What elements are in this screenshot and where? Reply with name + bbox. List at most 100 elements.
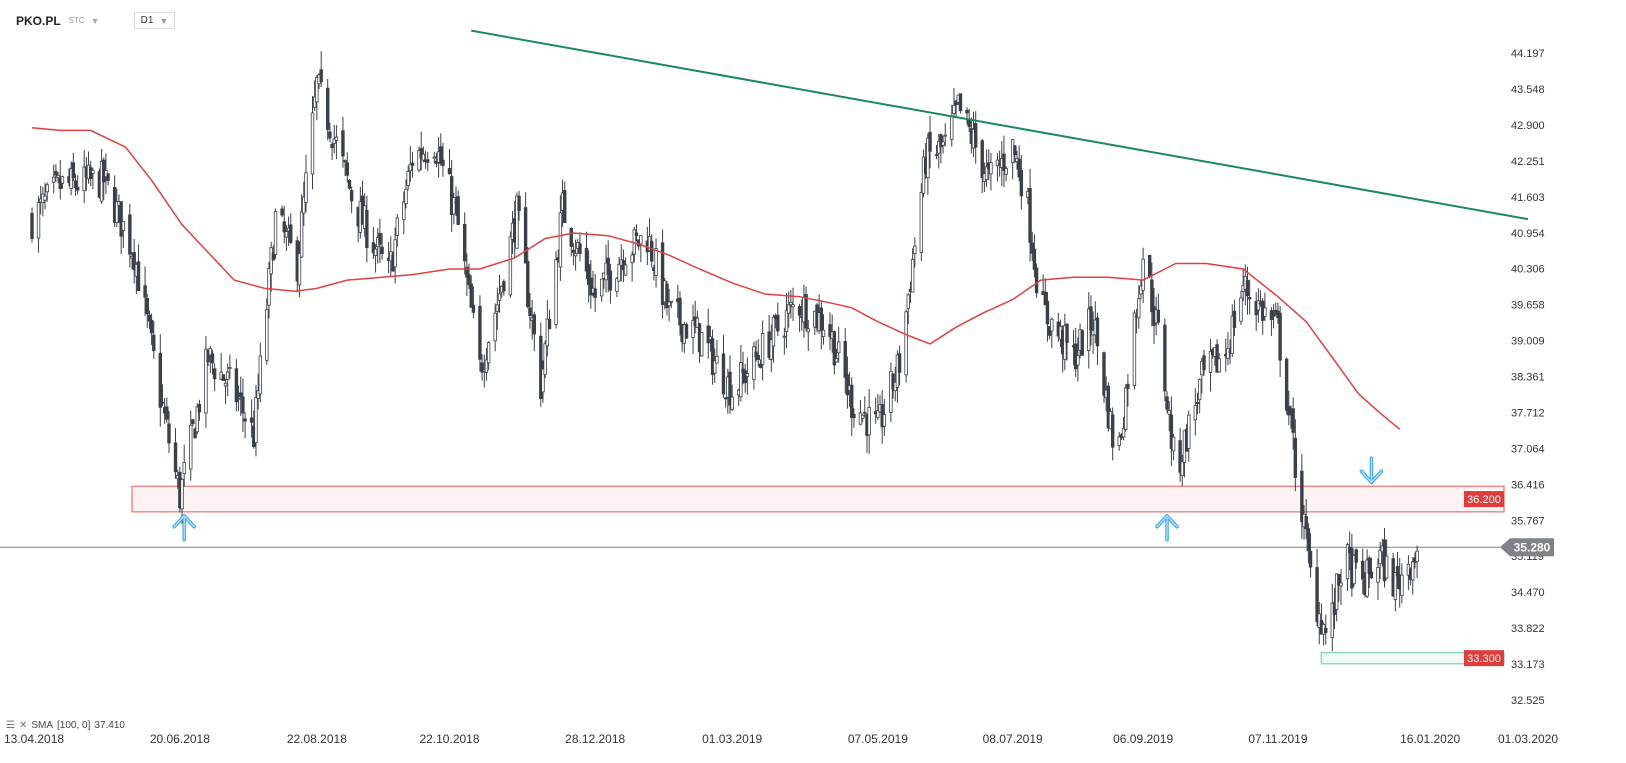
candle-body: [332, 138, 336, 144]
candle-body: [165, 406, 169, 420]
candle-body: [1156, 309, 1161, 323]
candle-body: [406, 171, 410, 186]
x-tick-label: 06.09.2019: [1113, 732, 1173, 746]
candle-body: [206, 349, 210, 363]
candle-body: [463, 223, 467, 262]
candle-body: [617, 263, 621, 282]
candle-body: [404, 188, 408, 205]
candle-body: [1050, 318, 1054, 332]
candle-body: [571, 249, 576, 253]
menu-icon[interactable]: ☰: [6, 720, 15, 731]
close-icon[interactable]: ✕: [18, 720, 28, 731]
candle-body: [30, 212, 34, 239]
candle-body: [1278, 312, 1282, 361]
candle-body: [1330, 602, 1335, 638]
candle-body: [784, 310, 789, 333]
candle-body: [373, 248, 378, 256]
candle-body: [547, 318, 552, 330]
candle-body: [56, 174, 60, 178]
candle-body: [69, 168, 73, 189]
candle-body: [708, 336, 713, 341]
candle-body: [695, 317, 700, 328]
candle-body: [910, 258, 915, 293]
candle-body: [497, 293, 502, 301]
candle-body: [347, 180, 352, 189]
candle-body: [1147, 255, 1152, 277]
y-tick-label: 40.306: [1511, 264, 1545, 276]
y-tick-label: 38.361: [1511, 372, 1545, 384]
candle-body: [502, 281, 506, 292]
candle-body: [771, 316, 776, 347]
candle-body: [43, 195, 47, 201]
candle-body: [1167, 410, 1171, 415]
candle-body: [691, 319, 695, 338]
candle-body: [1126, 383, 1130, 389]
candle-body: [1230, 315, 1234, 354]
candle-body: [786, 304, 791, 314]
candle-body: [939, 134, 943, 148]
candle-body: [806, 328, 810, 333]
candle-body: [760, 332, 765, 365]
candle-body: [54, 171, 58, 176]
candle-body: [832, 331, 837, 366]
candle-body: [639, 235, 643, 245]
chevron-down-icon[interactable]: ▼: [90, 15, 100, 26]
candle-body: [984, 166, 989, 180]
candle-body: [1247, 297, 1252, 300]
candle-body: [1080, 330, 1084, 356]
x-tick-label: 01.03.2020: [1498, 732, 1558, 746]
candle-body: [1376, 566, 1380, 583]
candle-body: [1165, 396, 1169, 410]
candle-body: [380, 246, 384, 255]
candle-body: [225, 371, 230, 380]
candle-body: [660, 242, 665, 305]
candle-body: [1030, 242, 1034, 254]
candle-body: [1393, 572, 1398, 601]
candle-body: [256, 390, 260, 399]
candle-body: [191, 419, 195, 425]
candle-body: [1137, 298, 1141, 319]
candle-body: [665, 283, 669, 309]
candle-body: [654, 248, 658, 276]
candle-body: [1415, 550, 1419, 563]
candle-body: [45, 184, 49, 193]
candle-body: [906, 294, 910, 309]
candle-body: [756, 355, 760, 360]
candle-body: [1028, 187, 1032, 243]
candle-body: [254, 397, 258, 443]
candle-body: [752, 346, 756, 381]
candle-body: [1043, 291, 1047, 306]
candle-body: [1193, 405, 1198, 421]
candle-body: [182, 462, 186, 475]
candle-body: [739, 362, 743, 398]
candle-body: [152, 334, 156, 352]
candle-body: [904, 311, 908, 376]
candle-body: [302, 196, 306, 214]
candle-body: [1411, 561, 1415, 581]
candle-body: [1345, 544, 1350, 580]
candle-body: [1263, 307, 1267, 317]
indicator-label: SMA: [31, 720, 54, 731]
candle-body: [495, 304, 500, 312]
candle-body: [508, 236, 513, 296]
candle-body: [586, 264, 591, 285]
candle-body: [195, 406, 199, 433]
candle-body: [119, 201, 123, 237]
y-tick-label: 43.548: [1511, 84, 1545, 96]
candle-body: [926, 137, 930, 179]
candle-body: [934, 154, 939, 157]
candle-body: [371, 242, 376, 254]
candle-body: [989, 162, 993, 175]
candle-body: [73, 180, 78, 188]
x-tick-label: 16.01.2020: [1400, 732, 1460, 746]
candle-body: [1400, 574, 1404, 596]
candle-body: [950, 115, 954, 140]
y-tick-label: 42.900: [1511, 120, 1545, 132]
timeframe-select[interactable]: D1 ▼: [133, 12, 176, 29]
candle-body: [115, 201, 119, 224]
candle-body: [721, 353, 726, 395]
candle-body: [623, 264, 628, 276]
candle-body: [480, 362, 484, 373]
candle-body: [845, 374, 850, 396]
